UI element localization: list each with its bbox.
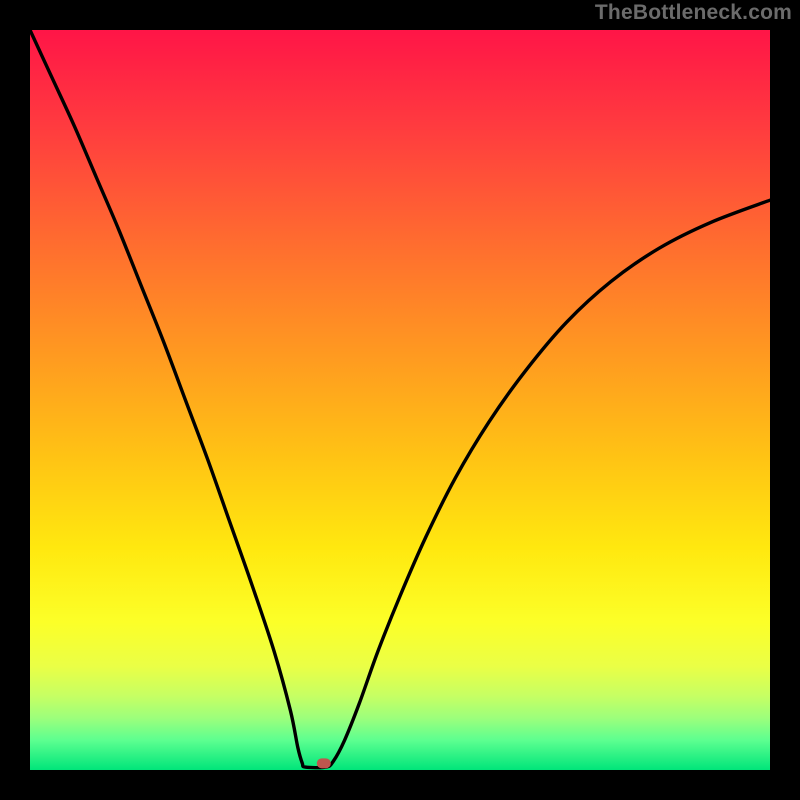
chart-container: TheBottleneck.com bbox=[0, 0, 800, 800]
watermark-text: TheBottleneck.com bbox=[595, 1, 792, 25]
curve-minimum-marker bbox=[317, 758, 331, 768]
bottleneck-chart-svg bbox=[0, 0, 800, 800]
plot-gradient-background bbox=[30, 30, 770, 770]
